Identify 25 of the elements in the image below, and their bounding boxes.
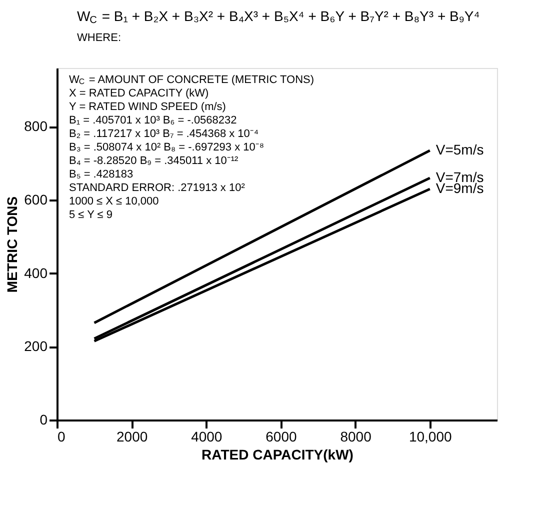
annotation: B₂ = .117217 x 10³ B₇ = .454368 x 10⁻⁴	[69, 128, 259, 140]
annotation: X = RATED CAPACITY (kW)	[69, 88, 209, 100]
x-axis-title: RATED CAPACITY(kW)	[202, 446, 354, 462]
annotation: B₅ = .428183	[69, 168, 134, 180]
x-tick-label: 6000	[266, 428, 298, 444]
x-tick-label: 4000	[191, 428, 222, 444]
x-tick-label: 2000	[116, 428, 148, 444]
chart-subtitle: WHERE:	[77, 32, 121, 44]
series-label: V=5m/s	[436, 142, 484, 158]
y-tick-label: 0	[40, 412, 48, 428]
x-tick-label: 8000	[340, 428, 372, 444]
annotation: B₃ = .508074 x 10² B₈ = -.697293 x 10⁻⁸	[69, 142, 264, 154]
annotation: STANDARD ERROR: .271913 x 10²	[69, 182, 246, 194]
annotation: B₁ = .405701 x 10³ B₆ = -.0568232	[69, 114, 237, 126]
annotation: 1000 ≤ X ≤ 10,000	[69, 196, 159, 208]
x-tick-label: 0	[58, 428, 66, 444]
annotation: B₄ = -8.28520 B₉ = .345011 x 10⁻¹²	[69, 155, 239, 167]
y-tick-label: 400	[24, 264, 48, 281]
y-tick-label: 600	[24, 192, 48, 208]
y-tick-label: 800	[24, 118, 48, 134]
annotation: Y = RATED WIND SPEED (m/s)	[69, 101, 226, 113]
y-tick-label: 200	[24, 338, 48, 354]
annotation: 5 ≤ Y ≤ 9	[69, 209, 112, 221]
x-tick-label: 10,000	[408, 428, 452, 444]
y-axis-title: METRIC TONS	[4, 196, 20, 293]
